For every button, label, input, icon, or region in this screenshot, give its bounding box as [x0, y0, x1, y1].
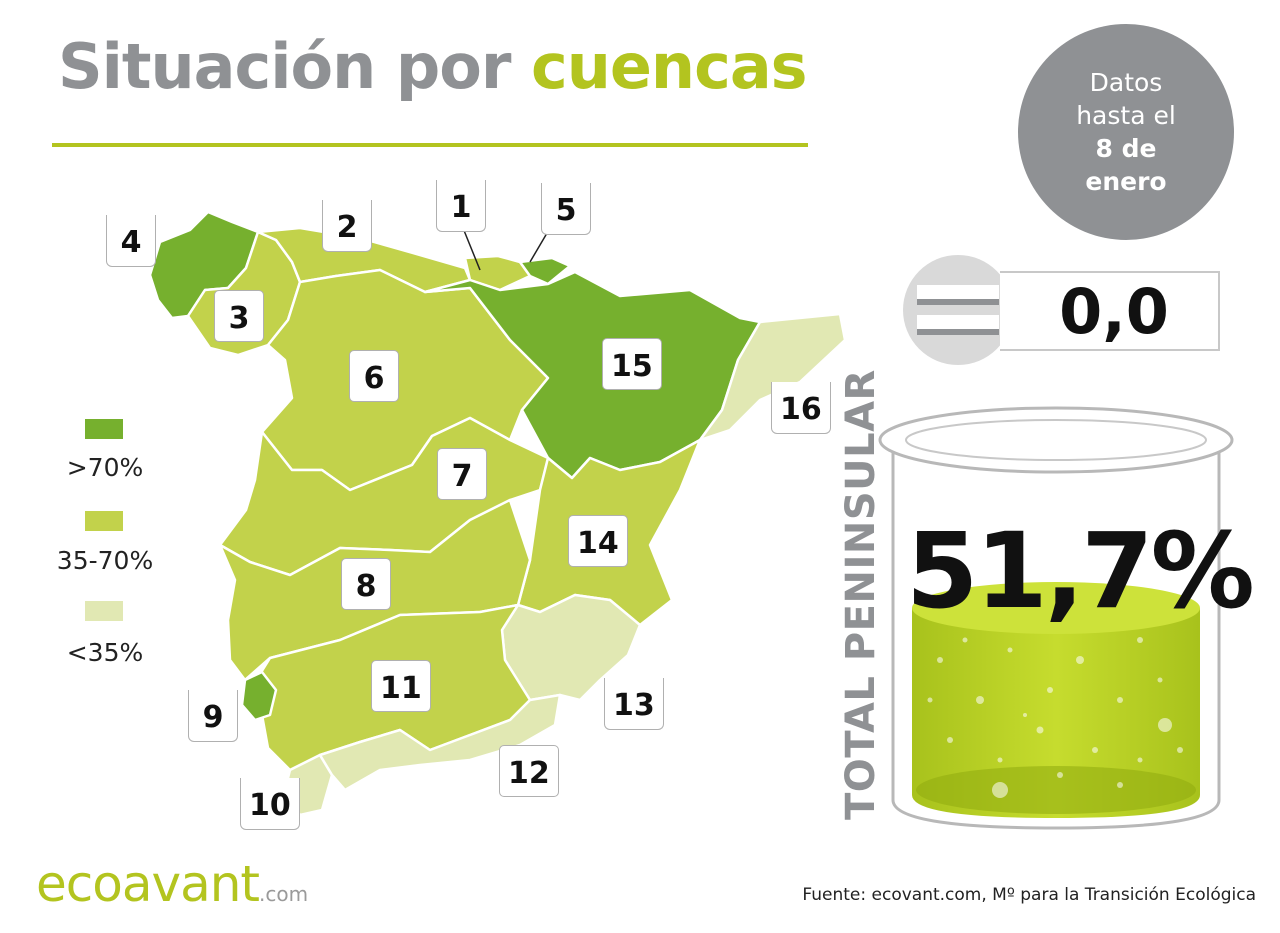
legend-label-high: >70% — [66, 453, 144, 482]
basin-label-8: 8 — [341, 558, 391, 610]
date-badge: Datos hasta el 8 de enero — [1018, 24, 1234, 240]
logo-suffix: .com — [259, 882, 309, 906]
basin-label-13: 13 — [604, 678, 664, 730]
basin-label-7: 7 — [437, 448, 487, 500]
total-percentage: 51,7% — [906, 510, 1255, 632]
equal-icon-bar-top — [917, 285, 999, 305]
basin-label-11: 11 — [371, 660, 431, 712]
basin-label-15: 15 — [602, 338, 662, 390]
date-line-2: hasta el — [1076, 101, 1176, 130]
legend-label-low: <35% — [66, 638, 144, 667]
title-part-2: cuencas — [530, 30, 808, 103]
basin-label-4: 4 — [106, 215, 156, 267]
logo-name: ecoavant — [36, 855, 260, 913]
legend-swatch-low — [85, 601, 123, 621]
basin-label-9: 9 — [188, 690, 238, 742]
basin-12-region — [318, 693, 562, 792]
basin-5-region — [518, 256, 572, 286]
equal-icon-bar-bottom — [917, 315, 999, 335]
basin-label-16: 16 — [771, 382, 831, 434]
equal-icon — [903, 255, 1013, 365]
basin-label-10: 10 — [240, 778, 300, 830]
basin-label-12: 12 — [499, 745, 559, 797]
basin-label-3: 3 — [214, 290, 264, 342]
ecoavant-logo: ecoavant.com — [36, 855, 308, 913]
basin-label-14: 14 — [568, 515, 628, 567]
title-part-1: Situación por — [58, 30, 531, 103]
date-line-4: enero — [1085, 167, 1167, 196]
total-peninsular-label: TOTAL PENINSULAR — [838, 369, 884, 820]
title-underline — [52, 143, 808, 147]
basin-16-region — [698, 312, 847, 442]
basin-9-region — [240, 670, 278, 722]
legend-swatch-mid — [85, 511, 123, 531]
basin-label-6: 6 — [349, 350, 399, 402]
legend-swatch-high — [85, 419, 123, 439]
basin-1-leader — [462, 227, 481, 271]
basin-label-2: 2 — [322, 200, 372, 252]
source-note: Fuente: ecovant.com, Mº para la Transici… — [802, 885, 1256, 905]
legend-label-mid: 35-70% — [56, 546, 154, 575]
basin-label-1: 1 — [436, 180, 486, 232]
date-line-1: Datos — [1089, 68, 1163, 97]
date-line-3: 8 de — [1095, 134, 1157, 163]
weekly-change-value: 0,0 — [1000, 271, 1220, 351]
page-title: Situación por cuencas — [58, 30, 808, 103]
basin-label-5: 5 — [541, 183, 591, 235]
